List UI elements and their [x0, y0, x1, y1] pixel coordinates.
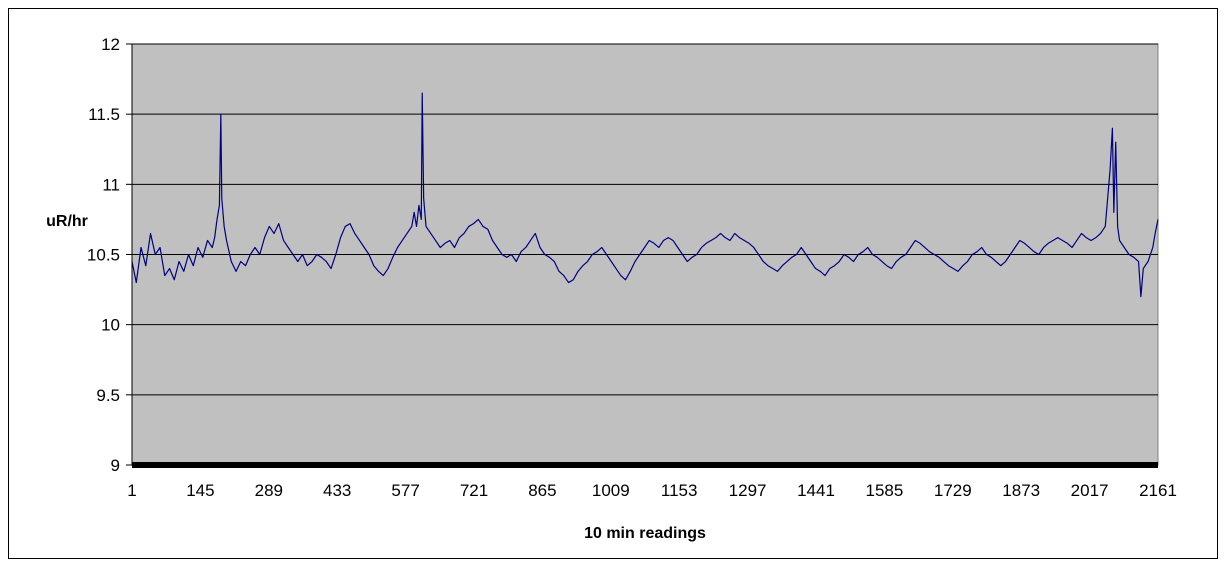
- x-tick-label: 289: [255, 481, 283, 500]
- x-tick-label: 433: [323, 481, 351, 500]
- x-tick-label: 145: [186, 481, 214, 500]
- y-axis-title: uR/hr: [46, 213, 88, 230]
- y-tick-label: 11: [102, 175, 120, 194]
- x-tick-label: 577: [391, 481, 419, 500]
- x-tick-label: 1009: [592, 481, 630, 500]
- x-tick-label: 1: [127, 481, 136, 500]
- x-tick-label: 2161: [1139, 481, 1177, 500]
- y-tick-label: 9.5: [96, 386, 120, 405]
- x-tick-label: 1585: [865, 481, 903, 500]
- x-axis-title: 10 min readings: [584, 525, 706, 542]
- y-tick-label: 11.5: [88, 105, 120, 124]
- x-tick-label: 1873: [1002, 481, 1040, 500]
- x-tick-label: 1729: [934, 481, 972, 500]
- y-axis: 9 9.5 10 10.5 11 11.5 12: [87, 35, 133, 475]
- x-tick-label: 1297: [729, 481, 767, 500]
- y-tick-label: 9: [111, 456, 120, 475]
- x-tick-label: 1441: [797, 481, 835, 500]
- x-tick-label: 865: [528, 481, 556, 500]
- grid-lines: [132, 43, 1158, 396]
- y-tick-label: 10: [101, 316, 120, 335]
- x-tick-label: 1153: [661, 481, 698, 500]
- x-tick-label: 721: [460, 481, 488, 500]
- y-tick-label: 10.5: [87, 246, 120, 265]
- x-tick-label: 2017: [1071, 481, 1109, 500]
- series-line: [131, 92, 1159, 298]
- x-axis-line: [132, 462, 1158, 468]
- series-line-group: [131, 92, 1159, 298]
- y-tick-label: 12: [101, 35, 120, 54]
- x-axis: 1 145 289 433 577 721 865 1009 1153 1297 1441 1585 1…: [127, 462, 1177, 500]
